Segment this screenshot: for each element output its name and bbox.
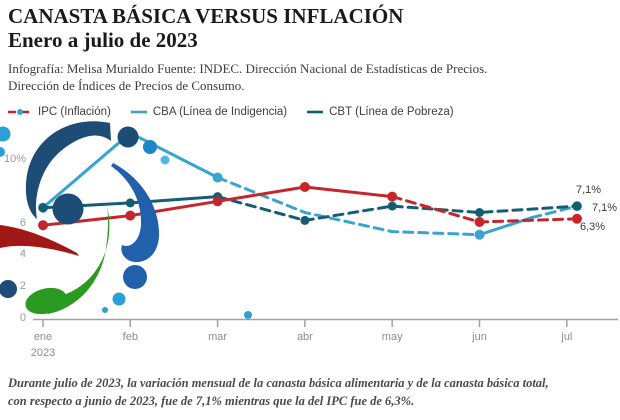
legend-item-cba: CBA (Línea de Indigencia): [130, 106, 287, 118]
decor-swoosh-red: [0, 225, 79, 256]
decor-dot-lightblue-topleft: [0, 126, 11, 142]
decor-dot-lightblue-left: [0, 147, 5, 157]
data-point-marker: [474, 229, 485, 240]
data-point-marker: [125, 198, 135, 208]
decor-dot-navy-edge: [0, 280, 17, 298]
decor-swirl-navy: [25, 121, 112, 219]
decor-under-layer: [0, 121, 112, 256]
data-point-marker: [572, 213, 582, 224]
data-point-marker: [299, 182, 310, 192]
data-point-marker: [125, 210, 136, 221]
data-point-marker: [212, 172, 223, 183]
credit-text-line2: Dirección de Índices de Precios de Consu…: [8, 78, 245, 93]
data-point-marker: [38, 220, 48, 231]
footnote-line1: Durante julio de 2023, la variación mens…: [8, 376, 549, 390]
x-axis-label: may: [381, 331, 403, 343]
credit-text-line1: Infografía: Melisa Murialdo Fuente: INDE…: [8, 61, 488, 76]
data-point-marker: [572, 201, 582, 211]
x-axis-year-label: 2023: [30, 347, 56, 359]
data-point-marker: [212, 196, 223, 207]
y-axis-label: 0: [19, 312, 26, 324]
page-subtitle: Enero a julio de 2023: [8, 28, 198, 52]
data-point-marker: [387, 191, 398, 202]
x-axis-label: abr: [296, 331, 313, 343]
data-point-marker: [38, 203, 48, 213]
series-line: [216, 195, 579, 222]
legend-label-cbt: CBT (Línea de Pobreza): [329, 106, 454, 118]
value-annotation: 7,1%: [576, 184, 602, 196]
decor-over-layer: [0, 126, 252, 319]
data-point-marker: [387, 201, 397, 211]
page-title: CANASTA BÁSICA VERSUS INFLACIÓN: [8, 4, 404, 28]
x-axis-label: mar: [208, 331, 228, 343]
x-axis: [33, 318, 618, 327]
legend-item-cbt: CBT (Línea de Pobreza): [306, 106, 454, 118]
data-point-marker: [474, 217, 485, 227]
decor-head-green: [25, 287, 67, 315]
decor-dot-navy-peak: [117, 126, 139, 148]
data-point-marker: [300, 215, 310, 225]
decor-dot-lightblue-trail: [160, 155, 170, 165]
value-annotation: 6,3%: [580, 221, 606, 233]
legend-item-ipc: IPC (Inflación): [7, 106, 111, 118]
decor-dot-lightblue-axis: [244, 311, 252, 319]
series-line: [216, 176, 481, 237]
value-annotation: 7,1%: [592, 202, 618, 214]
decor-dot-blue-bottom: [123, 265, 147, 289]
legend-marker-cba-icon: [130, 110, 147, 114]
series-layer: [38, 128, 582, 240]
legend-label-cba: CBA (Línea de Indigencia): [152, 106, 288, 118]
series-line: [530, 204, 579, 220]
decor-dot-lightblue-bottom: [112, 292, 126, 306]
data-point-marker: [475, 208, 484, 217]
decor-dot-lightblue-tiny: [102, 307, 108, 313]
x-axis-label: feb: [122, 331, 138, 343]
y-axis-label: 4: [19, 248, 26, 261]
footnote-line2: con respecto a junio de 2023, fue de 7,1…: [8, 394, 415, 408]
y-axis-label: 6: [19, 216, 26, 229]
legend-label-ipc: IPC (Inflación): [38, 106, 111, 118]
x-axis-label: jun: [472, 331, 487, 343]
x-axis-label: ene: [33, 331, 53, 343]
y-axis-label: 10%: [3, 153, 26, 165]
decor-dot-blue-trail: [143, 140, 157, 154]
decor-crescent-blue: [111, 163, 160, 263]
legend-marker-cbt-icon: [307, 110, 324, 114]
legend-marker-ipc-icon: [8, 109, 32, 115]
chart-legend: IPC (Inflación) CBA (Línea de Indigencia…: [7, 106, 454, 118]
y-axis-label: 2: [19, 280, 26, 293]
x-axis-label: jul: [561, 331, 573, 343]
decor-blob-navy: [52, 193, 84, 225]
